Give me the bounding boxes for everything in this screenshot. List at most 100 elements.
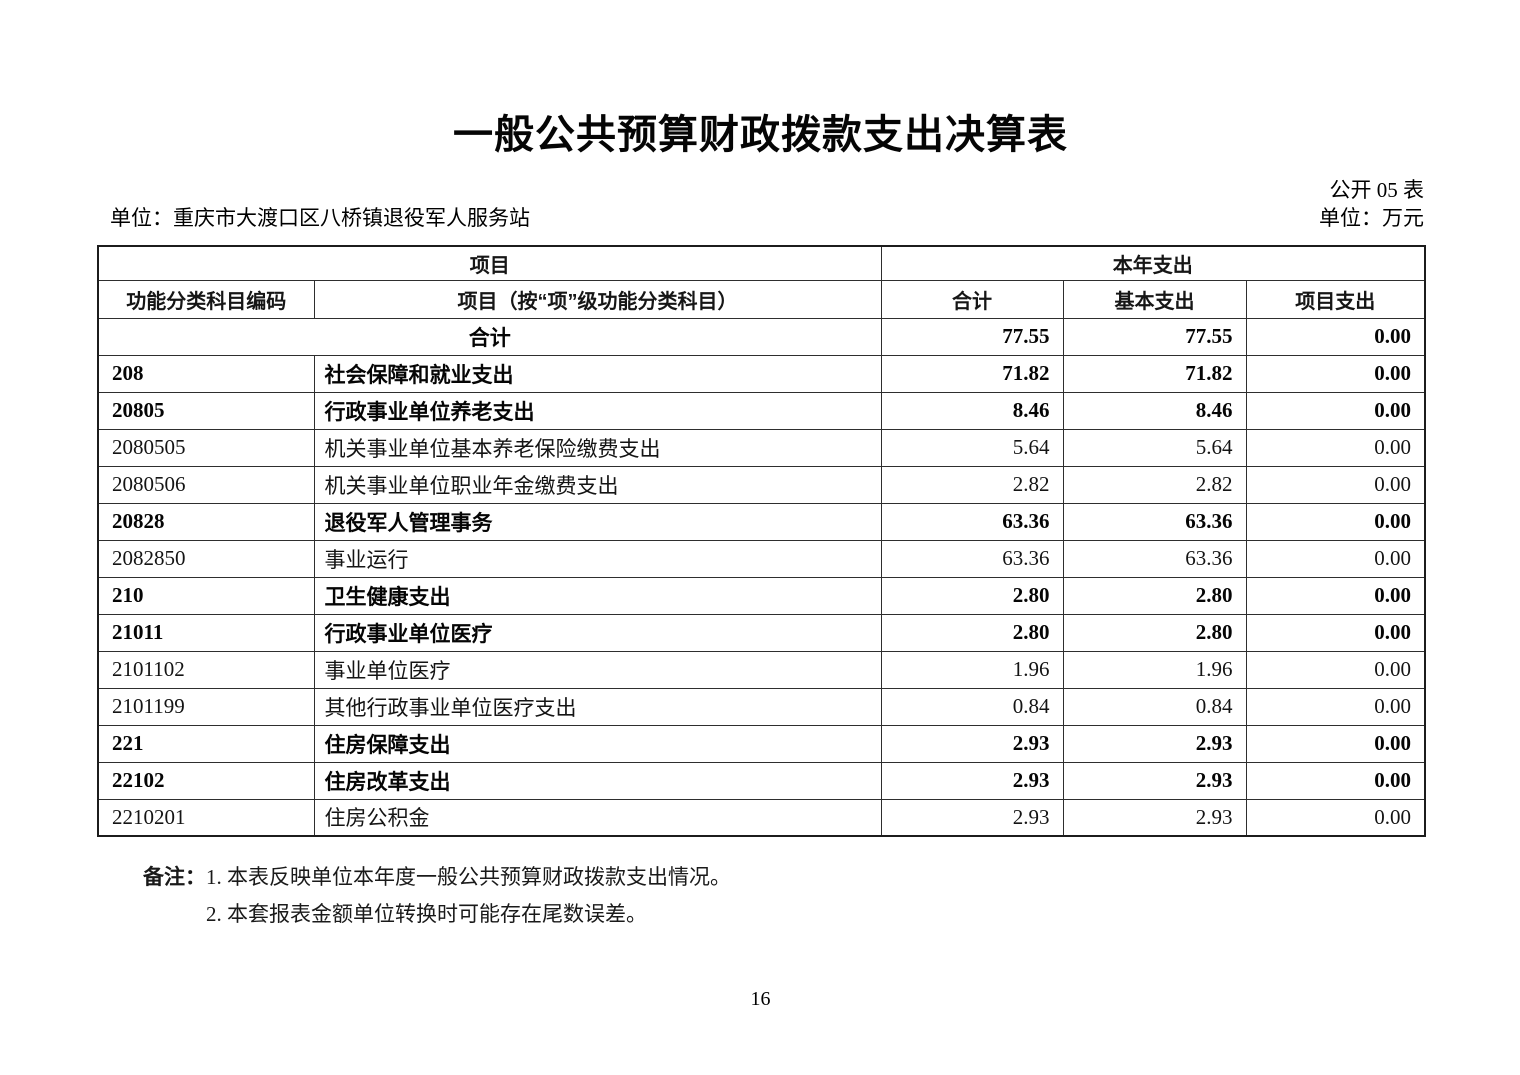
- header-col-item: 项目（按“项”级功能分类科目）: [313, 279, 882, 319]
- row-item: 行政事业单位养老支出: [313, 391, 882, 430]
- row-project: 0.00: [1245, 798, 1426, 837]
- row-item: 住房保障支出: [313, 724, 882, 763]
- row-code: 22102: [97, 761, 315, 800]
- table-code-label: 公开 05 表: [1329, 178, 1425, 202]
- row-item: 机关事业单位职业年金缴费支出: [313, 465, 882, 504]
- table-row: 2101199 其他行政事业单位医疗支出 0.84 0.84 0.00: [97, 687, 1426, 726]
- row-total: 2.82: [880, 465, 1064, 504]
- row-code: 2080506: [97, 465, 315, 504]
- row-code: 2101102: [97, 650, 315, 689]
- row-item: 行政事业单位医疗: [313, 613, 882, 652]
- row-code: 2101199: [97, 687, 315, 726]
- row-total: 63.36: [880, 502, 1064, 541]
- row-item: 事业单位医疗: [313, 650, 882, 689]
- header-col-basic: 基本支出: [1062, 279, 1247, 319]
- row-project: 0.00: [1245, 502, 1426, 541]
- row-code: 210: [97, 576, 315, 615]
- grand-total-row: 合计 77.55 77.55 0.00: [97, 317, 1426, 356]
- row-basic: 5.64: [1062, 428, 1247, 467]
- row-code: 2080505: [97, 428, 315, 467]
- grand-total-project: 0.00: [1245, 317, 1426, 356]
- row-project: 0.00: [1245, 576, 1426, 615]
- row-total: 5.64: [880, 428, 1064, 467]
- table-row: 221 住房保障支出 2.93 2.93 0.00: [97, 724, 1426, 763]
- row-item: 其他行政事业单位医疗支出: [313, 687, 882, 726]
- row-project: 0.00: [1245, 539, 1426, 578]
- row-total: 2.93: [880, 761, 1064, 800]
- row-code: 21011: [97, 613, 315, 652]
- row-item: 退役军人管理事务: [313, 502, 882, 541]
- row-basic: 2.93: [1062, 798, 1247, 837]
- table-row: 2080505 机关事业单位基本养老保险缴费支出 5.64 5.64 0.00: [97, 428, 1426, 467]
- footnotes-label: 备注：: [143, 865, 206, 889]
- table-row: 208 社会保障和就业支出 71.82 71.82 0.00: [97, 354, 1426, 393]
- row-project: 0.00: [1245, 650, 1426, 689]
- table-row: 21011 行政事业单位医疗 2.80 2.80 0.00: [97, 613, 1426, 652]
- page-title: 一般公共预算财政拨款支出决算表: [453, 113, 1068, 157]
- header-col-project: 项目支出: [1245, 279, 1426, 319]
- row-total: 0.84: [880, 687, 1064, 726]
- row-item: 机关事业单位基本养老保险缴费支出: [313, 428, 882, 467]
- row-basic: 71.82: [1062, 354, 1247, 393]
- row-project: 0.00: [1245, 428, 1426, 467]
- header-group-item: 项目: [97, 245, 882, 281]
- money-unit-label: 单位：万元: [1319, 206, 1424, 230]
- footnotes: 备注： 1. 本表反映单位本年度一般公共预算财政拨款支出情况。 2. 本套报表金…: [143, 859, 1424, 933]
- table-row: 20805 行政事业单位养老支出 8.46 8.46 0.00: [97, 391, 1426, 430]
- row-project: 0.00: [1245, 391, 1426, 430]
- page-number: 16: [750, 988, 771, 1010]
- header-columns-row: 功能分类科目编码 项目（按“项”级功能分类科目） 合计 基本支出 项目支出: [97, 279, 1426, 319]
- footnotes-items: 1. 本表反映单位本年度一般公共预算财政拨款支出情况。 2. 本套报表金额单位转…: [206, 859, 731, 933]
- row-total: 1.96: [880, 650, 1064, 689]
- row-basic: 2.93: [1062, 724, 1247, 763]
- grand-total-label: 合计: [97, 317, 882, 356]
- row-basic: 2.82: [1062, 465, 1247, 504]
- row-project: 0.00: [1245, 354, 1426, 393]
- row-item: 事业运行: [313, 539, 882, 578]
- row-code: 2210201: [97, 798, 315, 837]
- footnote-item: 2. 本套报表金额单位转换时可能存在尾数误差。: [206, 902, 647, 926]
- row-code: 208: [97, 354, 315, 393]
- table-row: 2101102 事业单位医疗 1.96 1.96 0.00: [97, 650, 1426, 689]
- table-row: 2210201 住房公积金 2.93 2.93 0.00: [97, 798, 1426, 837]
- document-page: 一般公共预算财政拨款支出决算表 公开 05 表 单位：重庆市大渡口区八桥镇退役军…: [97, 0, 1427, 1075]
- row-code: 221: [97, 724, 315, 763]
- row-project: 0.00: [1245, 613, 1426, 652]
- row-total: 63.36: [880, 539, 1064, 578]
- row-total: 71.82: [880, 354, 1064, 393]
- table-row: 2082850 事业运行 63.36 63.36 0.00: [97, 539, 1426, 578]
- footnote-item: 1. 本表反映单位本年度一般公共预算财政拨款支出情况。: [206, 865, 731, 889]
- row-project: 0.00: [1245, 465, 1426, 504]
- header-group-row: 项目 本年支出: [97, 245, 1426, 281]
- budget-expenditure-table: 项目 本年支出 功能分类科目编码 项目（按“项”级功能分类科目） 合计 基本支出…: [97, 245, 1427, 837]
- row-total: 2.93: [880, 798, 1064, 837]
- row-project: 0.00: [1245, 761, 1426, 800]
- row-code: 20828: [97, 502, 315, 541]
- row-basic: 1.96: [1062, 650, 1247, 689]
- table-row: 22102 住房改革支出 2.93 2.93 0.00: [97, 761, 1426, 800]
- table-row: 210 卫生健康支出 2.80 2.80 0.00: [97, 576, 1426, 615]
- org-unit-label: 单位：重庆市大渡口区八桥镇退役军人服务站: [110, 206, 530, 230]
- header-col-total: 合计: [880, 279, 1064, 319]
- row-project: 0.00: [1245, 687, 1426, 726]
- meta-line: 单位：重庆市大渡口区八桥镇退役军人服务站 单位：万元: [97, 204, 1424, 232]
- row-code: 20805: [97, 391, 315, 430]
- row-item: 社会保障和就业支出: [313, 354, 882, 393]
- row-total: 2.93: [880, 724, 1064, 763]
- row-basic: 2.80: [1062, 613, 1247, 652]
- row-total: 2.80: [880, 613, 1064, 652]
- row-basic: 2.80: [1062, 576, 1247, 615]
- header-col-code: 功能分类科目编码: [97, 279, 315, 319]
- row-basic: 2.93: [1062, 761, 1247, 800]
- grand-total-total: 77.55: [880, 317, 1064, 356]
- row-total: 2.80: [880, 576, 1064, 615]
- table-row: 20828 退役军人管理事务 63.36 63.36 0.00: [97, 502, 1426, 541]
- row-basic: 0.84: [1062, 687, 1247, 726]
- row-basic: 63.36: [1062, 502, 1247, 541]
- row-basic: 8.46: [1062, 391, 1247, 430]
- header-group-year-expense: 本年支出: [880, 245, 1426, 281]
- row-item: 住房公积金: [313, 798, 882, 837]
- row-total: 8.46: [880, 391, 1064, 430]
- row-code: 2082850: [97, 539, 315, 578]
- row-item: 卫生健康支出: [313, 576, 882, 615]
